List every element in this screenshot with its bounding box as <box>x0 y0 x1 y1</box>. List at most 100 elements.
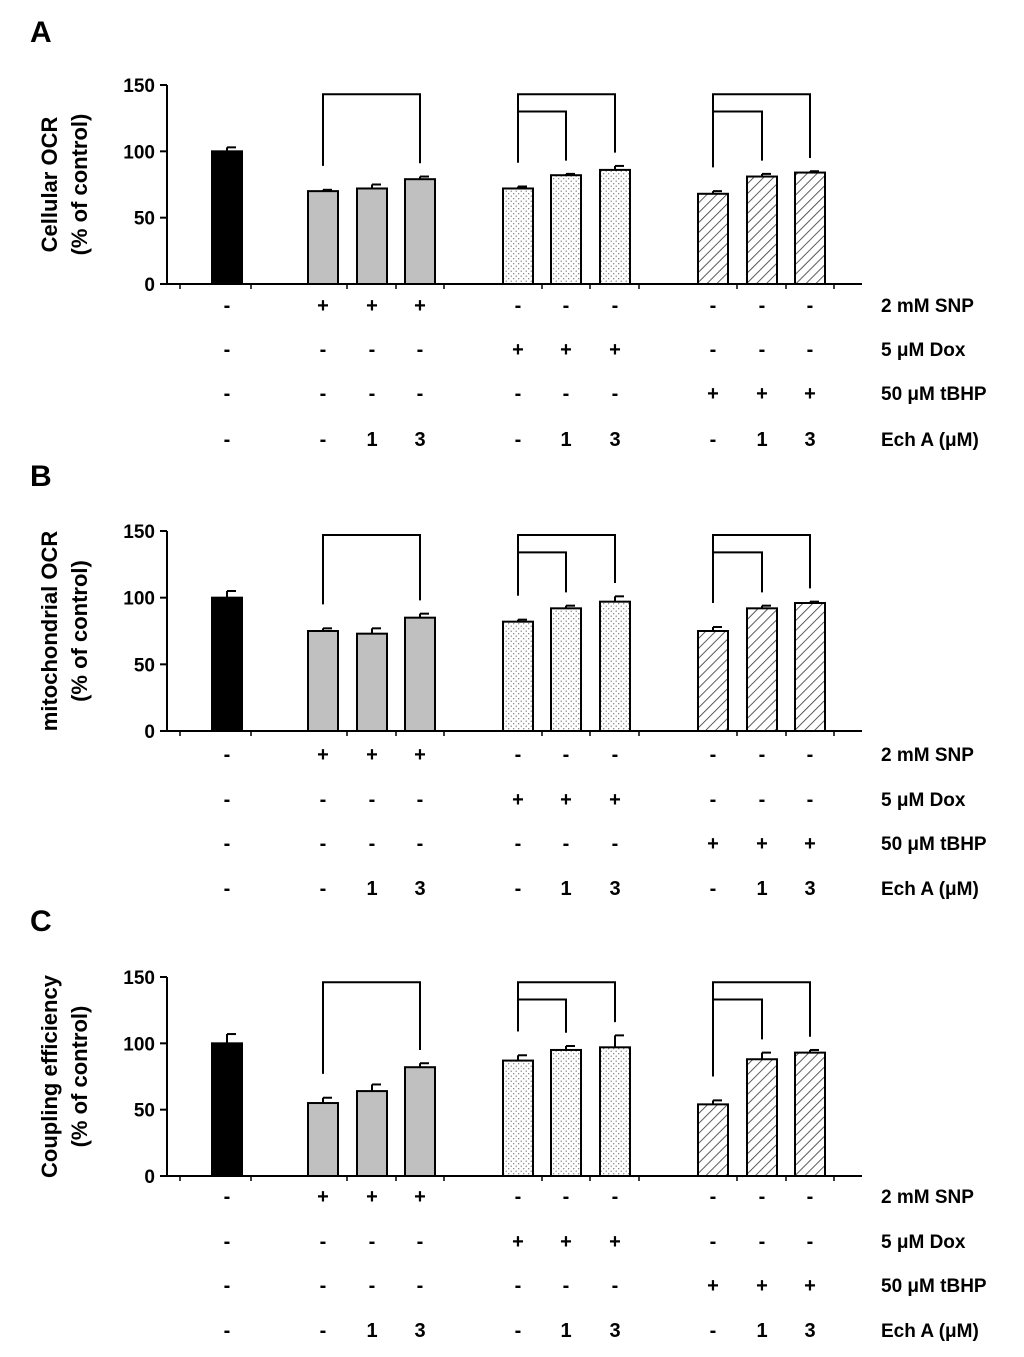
condition-mark: + <box>366 744 378 766</box>
condition-mark: 1 <box>756 1320 767 1342</box>
condition-mark: - <box>759 339 766 361</box>
condition-mark: 1 <box>560 1320 571 1342</box>
condition-mark: 1 <box>366 878 377 900</box>
condition-mark: - <box>807 295 814 317</box>
condition-mark: + <box>707 833 719 855</box>
bar <box>794 1051 826 1177</box>
significance-bracket <box>517 551 567 596</box>
bar <box>697 192 729 285</box>
bar <box>550 174 582 285</box>
condition-mark: + <box>317 295 329 317</box>
significance-bracket <box>712 551 763 603</box>
significance-bracket <box>712 110 763 168</box>
condition-mark: + <box>317 744 329 766</box>
bar <box>404 1066 436 1178</box>
condition-mark: - <box>710 789 717 811</box>
condition-mark: + <box>756 833 768 855</box>
condition-mark: + <box>756 1275 768 1297</box>
condition-mark: + <box>609 339 621 361</box>
condition-mark: 3 <box>414 429 425 451</box>
condition-mark: - <box>369 1275 376 1297</box>
condition-mark: - <box>515 744 522 766</box>
condition-label: 50 μM tBHP <box>881 834 987 855</box>
condition-mark: + <box>609 1231 621 1253</box>
condition-mark: - <box>612 295 619 317</box>
panel-letter: A <box>30 16 52 49</box>
bar <box>404 178 436 285</box>
condition-label: Ech A (μM) <box>881 879 979 900</box>
condition-mark: + <box>512 339 524 361</box>
bar <box>794 602 826 732</box>
condition-mark: - <box>807 789 814 811</box>
condition-mark: 3 <box>804 1320 815 1342</box>
condition-mark: + <box>560 339 572 361</box>
bar <box>599 168 631 285</box>
condition-mark: - <box>515 295 522 317</box>
condition-mark: - <box>369 833 376 855</box>
y-axis-label: (% of control) <box>67 560 92 702</box>
condition-mark: - <box>224 383 231 405</box>
bar <box>356 1090 388 1178</box>
condition-mark: - <box>320 429 327 451</box>
bar <box>599 600 631 733</box>
bar <box>502 187 534 285</box>
bar <box>356 187 388 285</box>
condition-label: 2 mM SNP <box>881 296 974 317</box>
condition-mark: - <box>710 339 717 361</box>
condition-mark: - <box>612 744 619 766</box>
condition-mark: - <box>807 1186 814 1208</box>
y-tick-label: 150 <box>123 522 155 543</box>
condition-mark: - <box>224 429 231 451</box>
condition-mark: 1 <box>366 429 377 451</box>
y-tick-label: 0 <box>144 722 155 743</box>
y-axis-label: (% of control) <box>67 114 92 256</box>
y-tick-label: 50 <box>134 209 155 230</box>
condition-mark: - <box>224 833 231 855</box>
condition-mark: - <box>417 383 424 405</box>
condition-mark: - <box>320 339 327 361</box>
condition-mark: - <box>224 744 231 766</box>
condition-mark: 1 <box>366 1320 377 1342</box>
bar <box>307 630 339 732</box>
bar <box>211 150 243 285</box>
condition-mark: - <box>320 1320 327 1342</box>
y-axis-label: Coupling efficiency <box>37 974 62 1178</box>
y-tick-label: 100 <box>123 589 155 610</box>
bar <box>794 171 826 285</box>
y-tick-label: 100 <box>123 1034 155 1055</box>
significance-bracket <box>517 998 567 1033</box>
significance-bracket <box>712 981 811 1077</box>
condition-label: 5 μM Dox <box>881 1232 966 1253</box>
condition-mark: 1 <box>756 878 767 900</box>
condition-mark: - <box>224 295 231 317</box>
condition-mark: - <box>224 339 231 361</box>
bar <box>404 616 436 733</box>
bar <box>307 1102 339 1177</box>
condition-label: 50 μM tBHP <box>881 384 987 405</box>
condition-label: 50 μM tBHP <box>881 1276 987 1297</box>
condition-mark: 3 <box>804 429 815 451</box>
condition-mark: 3 <box>609 429 620 451</box>
significance-bracket <box>712 534 811 603</box>
condition-mark: - <box>320 1231 327 1253</box>
significance-bracket <box>517 981 616 1032</box>
condition-mark: - <box>710 1231 717 1253</box>
condition-mark: - <box>417 339 424 361</box>
bar <box>550 1048 582 1178</box>
condition-mark: - <box>807 744 814 766</box>
y-tick-label: 100 <box>123 142 155 163</box>
bar <box>307 190 339 285</box>
bar <box>746 175 778 285</box>
significance-bracket <box>322 981 421 1074</box>
significance-bracket <box>517 534 616 596</box>
condition-mark: + <box>366 295 378 317</box>
condition-mark: 3 <box>609 1320 620 1342</box>
condition-label: 2 mM SNP <box>881 1187 974 1208</box>
y-tick-label: 150 <box>123 76 155 97</box>
condition-mark: - <box>759 1231 766 1253</box>
condition-mark: + <box>756 383 768 405</box>
condition-mark: + <box>560 1231 572 1253</box>
y-axis-label: (% of control) <box>67 1006 92 1148</box>
condition-mark: - <box>515 1320 522 1342</box>
